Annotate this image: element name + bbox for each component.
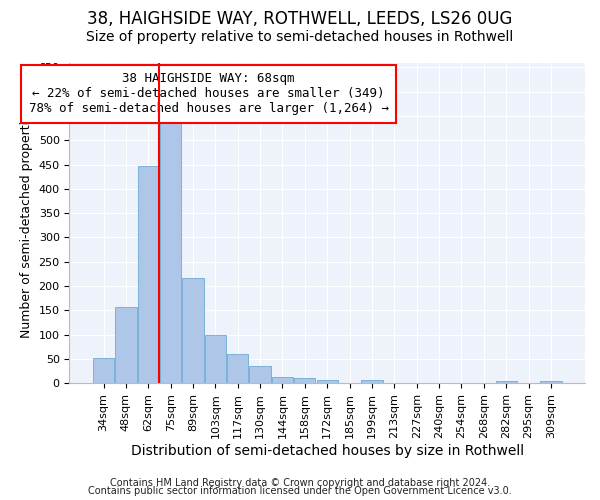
Bar — [205, 336, 226, 383]
Text: 38 HAIGHSIDE WAY: 68sqm
← 22% of semi-detached houses are smaller (349)
78% of s: 38 HAIGHSIDE WAY: 68sqm ← 22% of semi-de… — [29, 72, 389, 115]
Bar — [361, 380, 383, 383]
Text: 38, HAIGHSIDE WAY, ROTHWELL, LEEDS, LS26 0UG: 38, HAIGHSIDE WAY, ROTHWELL, LEEDS, LS26… — [88, 10, 512, 28]
X-axis label: Distribution of semi-detached houses by size in Rothwell: Distribution of semi-detached houses by … — [131, 444, 524, 458]
Text: Size of property relative to semi-detached houses in Rothwell: Size of property relative to semi-detach… — [86, 30, 514, 44]
Bar — [541, 380, 562, 383]
Bar — [272, 378, 293, 383]
Bar — [182, 278, 203, 383]
Y-axis label: Number of semi-detached properties: Number of semi-detached properties — [20, 107, 33, 338]
Bar — [160, 123, 181, 383]
Bar — [115, 307, 137, 383]
Bar — [227, 354, 248, 383]
Bar — [93, 358, 114, 383]
Bar — [496, 380, 517, 383]
Bar — [294, 378, 316, 383]
Text: Contains public sector information licensed under the Open Government Licence v3: Contains public sector information licen… — [88, 486, 512, 496]
Bar — [317, 380, 338, 383]
Bar — [250, 366, 271, 383]
Text: Contains HM Land Registry data © Crown copyright and database right 2024.: Contains HM Land Registry data © Crown c… — [110, 478, 490, 488]
Bar — [137, 166, 159, 383]
